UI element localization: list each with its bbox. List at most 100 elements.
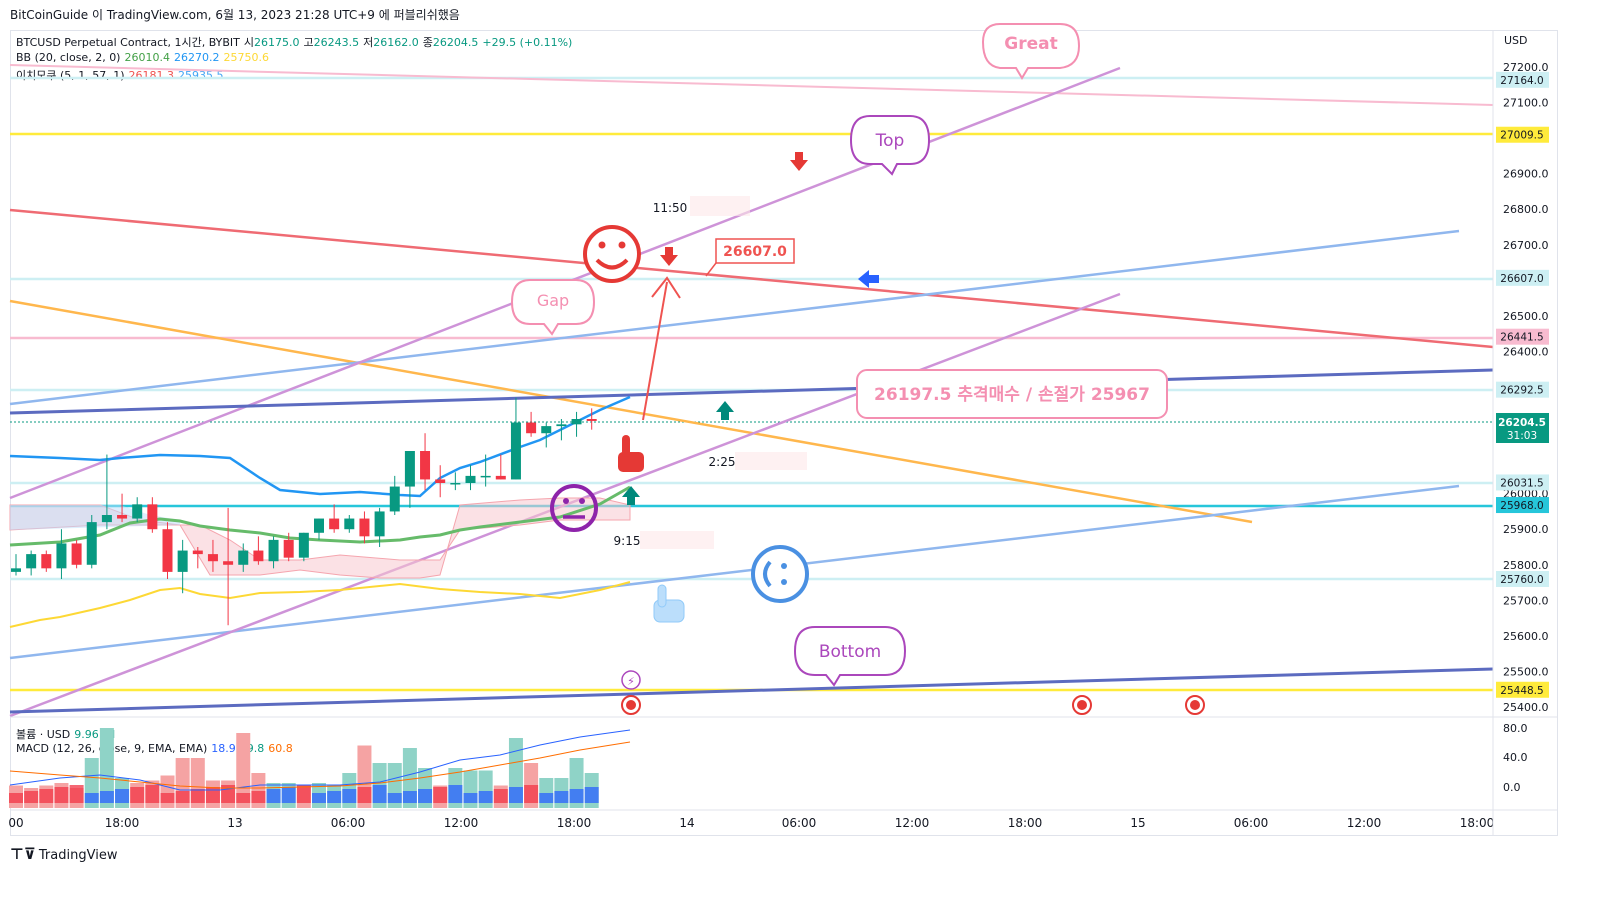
red-trendline[interactable]	[9, 208, 1494, 349]
candle-body-13[interactable]	[207, 554, 218, 562]
navy-lower-line[interactable]	[9, 667, 1494, 714]
candle-body-32[interactable]	[495, 475, 506, 480]
candle-body-30[interactable]	[465, 475, 476, 483]
time-tick-5: 18:00	[557, 816, 592, 830]
candle-body-22[interactable]	[344, 518, 355, 530]
candle-body-3[interactable]	[56, 543, 67, 569]
candle-body-26[interactable]	[404, 451, 415, 487]
candle-body-17[interactable]	[268, 539, 279, 562]
candle-body-11[interactable]	[177, 550, 188, 572]
candle-body-12[interactable]	[192, 550, 203, 555]
time-tick-10: 15	[1130, 816, 1145, 830]
price-tag-8: 25760.0	[1500, 574, 1543, 586]
blue-channel-top[interactable]	[9, 229, 1460, 406]
price-tag-box-0	[1496, 71, 1549, 88]
candle-body-28[interactable]	[435, 479, 446, 483]
bb-lower-line[interactable]	[9, 581, 631, 628]
trade-note-text: 26197.5 추격매수 / 손절가 25967	[874, 384, 1150, 405]
macd-hist-11	[175, 791, 190, 803]
candle-body-21[interactable]	[329, 518, 340, 530]
blue-channel-bottom[interactable]	[9, 484, 1460, 660]
candle-body-14[interactable]	[223, 561, 234, 565]
legend-symbol-row: BTCUSD Perpetual Contract, 1시간, BYBIT 시26…	[16, 34, 576, 50]
candle-body-35[interactable]	[541, 426, 552, 434]
volume-bar-10	[160, 775, 175, 808]
legend-close: 26204.5	[432, 36, 479, 49]
tradingview-logo[interactable]: ⊤⊽ TradingView	[10, 845, 118, 863]
candle-body-15[interactable]	[238, 550, 249, 565]
macd-hist-34	[524, 785, 539, 803]
top-callout[interactable]: Top	[849, 115, 931, 176]
macd-hist-0	[9, 793, 23, 803]
time-tick-8: 12:00	[895, 816, 930, 830]
price-tick-1: 27100.0	[1503, 97, 1549, 110]
candle-body-10[interactable]	[162, 529, 173, 572]
price-tag-box-2	[1496, 269, 1549, 286]
candle-body-0[interactable]	[11, 568, 21, 572]
chart-frame[interactable]	[10, 30, 1558, 836]
candle-body-33[interactable]	[510, 422, 521, 480]
target-price-box[interactable]	[715, 238, 795, 264]
candle-body-36[interactable]	[556, 424, 567, 427]
time-tick-6: 14	[679, 816, 694, 830]
candle-body-31[interactable]	[480, 475, 491, 478]
candle-body-20[interactable]	[314, 518, 324, 533]
great-callout[interactable]: Great	[981, 23, 1081, 80]
candle-body-19[interactable]	[298, 532, 309, 558]
candle-body-27[interactable]	[420, 451, 431, 480]
candle-body-5[interactable]	[86, 522, 97, 565]
gap-callout[interactable]: Gap	[510, 279, 596, 336]
lightning-event-icon[interactable]: ⚡	[621, 670, 641, 690]
us-flag-event-icon-1[interactable]	[621, 695, 641, 715]
candle-body-24[interactable]	[374, 511, 385, 537]
projection-arrow-line[interactable]	[642, 281, 668, 421]
candle-body-4[interactable]	[71, 543, 82, 565]
macd-hist-10	[160, 793, 175, 803]
candle-body-9[interactable]	[147, 504, 158, 530]
candle-body-16[interactable]	[253, 550, 264, 562]
macd-line	[9, 729, 631, 791]
candle-body-8[interactable]	[132, 504, 143, 519]
candle-body-1[interactable]	[26, 554, 37, 569]
bb-upper-line[interactable]	[9, 395, 631, 498]
candle-body-23[interactable]	[359, 518, 370, 537]
trade-note-box[interactable]	[856, 369, 1168, 419]
bb-basis-line[interactable]	[9, 485, 631, 547]
candle-body-29[interactable]	[450, 483, 461, 485]
bottom-callout[interactable]: Bottom	[793, 626, 907, 687]
macd-hist-17	[266, 789, 281, 803]
candle-body-38[interactable]	[586, 419, 597, 421]
legend-bb-basis: 26010.4	[124, 51, 170, 64]
macd-hist-8	[130, 787, 145, 803]
navy-upper-line[interactable]	[9, 368, 1494, 415]
last-price-tag	[1496, 413, 1549, 443]
macd-hist-31	[478, 791, 493, 803]
candle-body-25[interactable]	[389, 486, 400, 512]
candle-body-2[interactable]	[41, 554, 52, 569]
price-tick-11: 25600.0	[1503, 630, 1549, 643]
macd-tick-0: 80.0	[1503, 722, 1528, 735]
time-tick-9: 18:00	[1008, 816, 1043, 830]
macd-hist-16	[251, 791, 266, 803]
pink-trendline[interactable]	[9, 64, 1494, 106]
candle-body-18[interactable]	[283, 539, 294, 558]
time-axis-ticks: 00 18:00 13 06:00 12:00 18:00 14 06:00 12:00 18:0…	[8, 816, 1494, 830]
legend-low: 26162.0	[373, 36, 419, 49]
candle-body-7[interactable]	[117, 515, 128, 519]
up-arrow-icon-1	[716, 401, 734, 420]
macd-hist-28	[433, 787, 448, 803]
candle-body-6[interactable]	[101, 515, 112, 523]
candle-body-34[interactable]	[526, 422, 537, 434]
time-tick-13: 18:00	[1460, 816, 1495, 830]
price-tag-box-3	[1496, 328, 1549, 345]
legend-bb-row[interactable]: BB (20, close, 2, 0) 26010.4 26270.2 25750.…	[16, 51, 273, 64]
orange-trendline[interactable]	[9, 299, 1253, 524]
macd-signal-line	[9, 741, 631, 789]
us-flag-event-icon-2[interactable]	[1072, 695, 1092, 715]
legend-symbol[interactable]: BTCUSD Perpetual Contract, 1시간, BYBIT	[16, 36, 240, 49]
macd-hist-12	[190, 789, 205, 803]
macd-hist-2	[39, 789, 54, 803]
us-flag-event-icon-3[interactable]	[1185, 695, 1205, 715]
candle-body-37[interactable]	[571, 419, 582, 425]
